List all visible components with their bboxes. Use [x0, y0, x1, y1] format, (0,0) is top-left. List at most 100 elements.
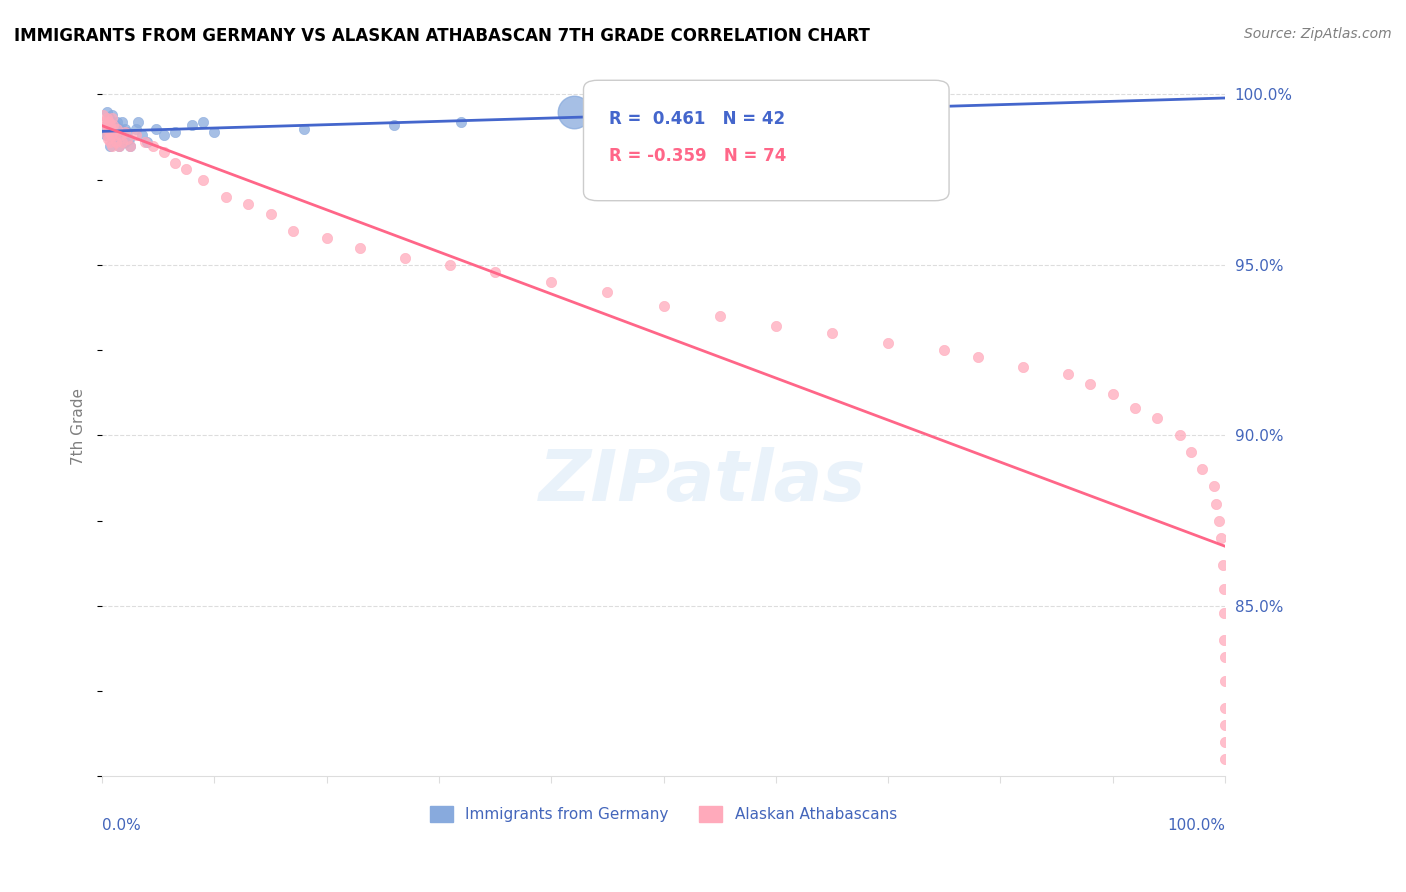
Point	[315, 230, 337, 244]
Point	[1078, 377, 1101, 392]
Point	[96, 104, 118, 119]
Point	[292, 121, 315, 136]
Point	[104, 135, 127, 149]
Point	[765, 319, 787, 334]
Point	[100, 125, 122, 139]
Point	[101, 138, 124, 153]
Point	[1208, 514, 1230, 528]
Point	[1211, 531, 1233, 545]
Point	[114, 125, 136, 139]
Text: 100.0%: 100.0%	[1167, 818, 1225, 833]
Point	[165, 125, 187, 139]
Point	[540, 275, 562, 289]
Point	[97, 132, 120, 146]
Point	[98, 135, 121, 149]
Point	[281, 224, 304, 238]
Legend: Immigrants from Germany, Alaskan Athabascans: Immigrants from Germany, Alaskan Athabas…	[425, 800, 903, 828]
Point	[142, 138, 165, 153]
Point	[134, 135, 156, 149]
Point	[103, 128, 125, 143]
Point	[193, 114, 215, 128]
Point	[1213, 649, 1236, 664]
Point	[967, 350, 990, 364]
Point	[1180, 445, 1202, 459]
Point	[97, 125, 120, 139]
Point	[105, 132, 128, 146]
Point	[1213, 673, 1236, 688]
Point	[114, 135, 136, 149]
Point	[108, 128, 131, 143]
Point	[1056, 367, 1078, 381]
Point	[562, 104, 585, 119]
Point	[98, 118, 121, 132]
Point	[1212, 632, 1234, 647]
Point	[439, 258, 461, 272]
Point	[103, 128, 125, 143]
Text: ZIPatlas: ZIPatlas	[540, 447, 866, 516]
Point	[111, 135, 134, 149]
Point	[1011, 360, 1033, 375]
Text: 0.0%: 0.0%	[103, 818, 141, 833]
Point	[104, 125, 127, 139]
Point	[103, 125, 125, 139]
Point	[1202, 479, 1225, 493]
Point	[153, 128, 176, 143]
Point	[105, 121, 128, 136]
Point	[125, 121, 148, 136]
Text: IMMIGRANTS FROM GERMANY VS ALASKAN ATHABASCAN 7TH GRADE CORRELATION CHART: IMMIGRANTS FROM GERMANY VS ALASKAN ATHAB…	[14, 27, 870, 45]
Point	[96, 128, 118, 143]
Point	[215, 190, 238, 204]
Point	[131, 128, 153, 143]
Point	[98, 118, 121, 132]
Point	[165, 155, 187, 169]
Point	[120, 138, 142, 153]
Point	[136, 135, 159, 149]
Point	[934, 343, 956, 358]
Point	[176, 162, 198, 177]
Point	[93, 114, 115, 128]
Point	[450, 114, 472, 128]
Point	[259, 207, 281, 221]
Text: Source: ZipAtlas.com: Source: ZipAtlas.com	[1244, 27, 1392, 41]
Point	[100, 121, 122, 136]
Point	[115, 132, 138, 146]
Point	[94, 118, 117, 132]
Text: R =  0.461   N = 42: R = 0.461 N = 42	[609, 110, 785, 128]
Point	[108, 138, 131, 153]
Point	[103, 121, 125, 136]
Point	[98, 138, 121, 153]
Point	[652, 299, 675, 313]
Point	[97, 112, 120, 126]
Point	[93, 121, 115, 136]
Point	[1146, 411, 1168, 425]
Point	[103, 118, 125, 132]
Point	[1168, 428, 1191, 442]
Point	[97, 121, 120, 136]
Point	[181, 118, 204, 132]
Point	[1205, 496, 1227, 510]
Point	[349, 241, 371, 255]
Point	[100, 114, 122, 128]
Point	[1212, 558, 1234, 572]
Point	[118, 132, 141, 146]
Y-axis label: 7th Grade: 7th Grade	[72, 388, 86, 466]
Point	[1191, 462, 1213, 476]
Point	[193, 172, 215, 186]
Point	[145, 121, 167, 136]
Point	[114, 121, 136, 136]
Point	[108, 138, 131, 153]
Point	[100, 128, 122, 143]
Point	[236, 196, 259, 211]
Point	[97, 114, 120, 128]
Point	[91, 108, 114, 122]
Point	[484, 265, 506, 279]
Point	[1212, 582, 1234, 596]
Point	[1101, 387, 1123, 401]
Point	[125, 128, 148, 143]
Point	[596, 285, 619, 300]
Point	[101, 112, 124, 126]
Point	[97, 121, 120, 136]
Point	[110, 128, 132, 143]
Point	[97, 128, 120, 143]
Point	[127, 114, 149, 128]
